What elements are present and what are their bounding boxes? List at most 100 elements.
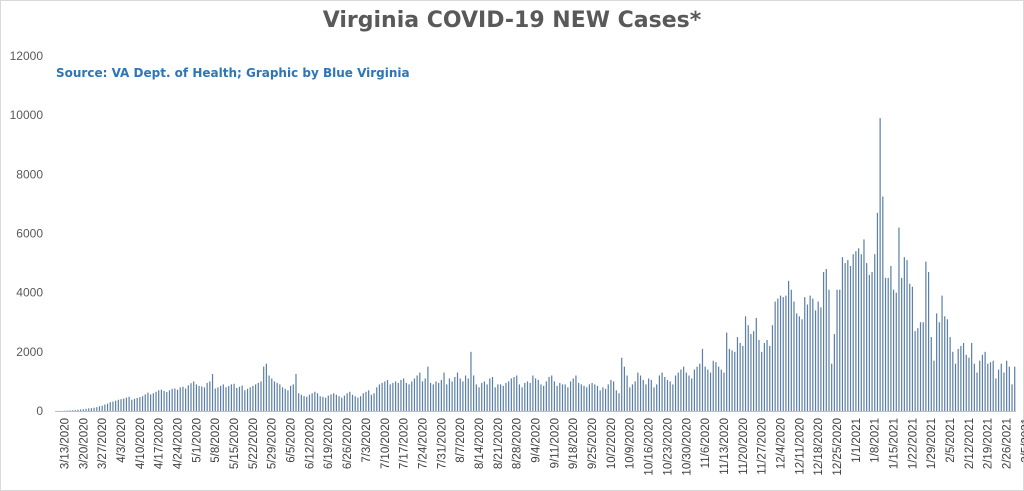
- bar: [992, 360, 994, 411]
- bar: [349, 391, 351, 411]
- bar: [801, 319, 803, 411]
- bar: [123, 398, 125, 411]
- bar: [753, 331, 755, 412]
- bar: [618, 393, 620, 411]
- bar: [901, 277, 903, 412]
- bar: [486, 384, 488, 412]
- bar: [540, 384, 542, 412]
- bar: [314, 391, 316, 411]
- x-tick-label: 3/20/2020: [78, 418, 90, 469]
- bar: [809, 295, 811, 412]
- bar: [588, 384, 591, 412]
- bar: [489, 378, 491, 411]
- bar: [895, 292, 897, 411]
- x-tick-label: 11/6/2020: [700, 418, 712, 468]
- bar: [648, 378, 650, 411]
- bar: [322, 396, 324, 411]
- bar: [857, 248, 860, 411]
- bar: [871, 271, 873, 411]
- x-tick-label: 5/1/2020: [191, 418, 203, 463]
- bar: [709, 372, 712, 411]
- x-tick-label: 1/8/2021: [870, 418, 882, 463]
- bar: [755, 317, 757, 411]
- bar: [467, 378, 469, 411]
- bar: [101, 405, 103, 411]
- bar: [109, 402, 111, 412]
- bar: [403, 378, 405, 411]
- bar: [707, 369, 709, 411]
- bar: [263, 366, 265, 412]
- bar: [303, 396, 305, 411]
- bar: [166, 392, 168, 411]
- x-tick-label: 2/26/2021: [1002, 418, 1014, 469]
- x-tick-label: 8/21/2020: [493, 418, 505, 469]
- bar: [475, 384, 477, 412]
- y-tick-label: 8000: [16, 167, 43, 181]
- bar: [211, 374, 214, 411]
- bar: [176, 389, 179, 411]
- bar: [666, 379, 669, 411]
- x-tick-label: 10/16/2020: [644, 418, 656, 476]
- x-tick-label: 3/5/2021: [1020, 418, 1024, 463]
- x-tick-label: 7/10/2020: [380, 418, 392, 469]
- bar: [354, 396, 356, 411]
- bar: [421, 381, 424, 411]
- x-axis-ticks: 3/13/2020 3/20/2020 3/27/2020 4/3/2020 4/10/…: [59, 418, 1024, 476]
- bar: [596, 385, 599, 411]
- bar: [892, 289, 895, 411]
- bar: [615, 390, 617, 411]
- bar: [898, 227, 900, 411]
- bar: [731, 350, 733, 411]
- bar: [653, 387, 655, 411]
- bar: [147, 392, 149, 411]
- bar: [481, 382, 483, 411]
- bar: [287, 390, 289, 411]
- x-tick-label: 11/27/2020: [757, 418, 769, 475]
- bar: [820, 307, 822, 411]
- bar: [960, 345, 962, 411]
- bar: [117, 399, 119, 411]
- bar: [591, 382, 593, 411]
- bar: [906, 260, 908, 412]
- bar: [155, 391, 157, 411]
- bar: [381, 382, 383, 411]
- bar: [930, 337, 932, 411]
- bar: [71, 410, 74, 411]
- x-tick-label: 12/4/2020: [775, 418, 787, 469]
- bar: [384, 381, 386, 411]
- bar: [327, 395, 329, 411]
- bar: [572, 378, 574, 411]
- bar: [370, 394, 372, 411]
- bar: [1008, 366, 1010, 412]
- bar: [833, 334, 835, 411]
- bar: [271, 378, 273, 411]
- bar: [911, 286, 914, 411]
- x-tick-label: 11/13/2020: [719, 418, 731, 475]
- bar: [779, 295, 782, 412]
- x-tick-label: 9/18/2020: [568, 418, 580, 469]
- x-tick-label: 4/3/2020: [116, 418, 128, 463]
- bar: [658, 375, 660, 411]
- bar: [957, 348, 959, 412]
- bar: [868, 274, 870, 411]
- bar: [989, 362, 992, 411]
- bar: [817, 301, 819, 411]
- bar: [448, 378, 451, 411]
- bar: [890, 266, 892, 411]
- bar: [316, 393, 319, 411]
- bar: [976, 372, 978, 411]
- x-tick-label: 1/1/2021: [851, 418, 863, 463]
- y-tick-label: 4000: [16, 286, 43, 300]
- bar: [478, 387, 480, 411]
- bar: [677, 372, 679, 411]
- bar: [766, 340, 768, 411]
- bar: [559, 382, 561, 411]
- bar: [884, 277, 887, 412]
- y-tick-label: 12000: [10, 49, 44, 63]
- bar: [357, 397, 359, 411]
- bar: [319, 396, 321, 411]
- x-tick-label: 9/11/2020: [549, 418, 561, 468]
- bar: [1014, 366, 1016, 412]
- bar: [222, 384, 224, 412]
- bar: [701, 348, 704, 412]
